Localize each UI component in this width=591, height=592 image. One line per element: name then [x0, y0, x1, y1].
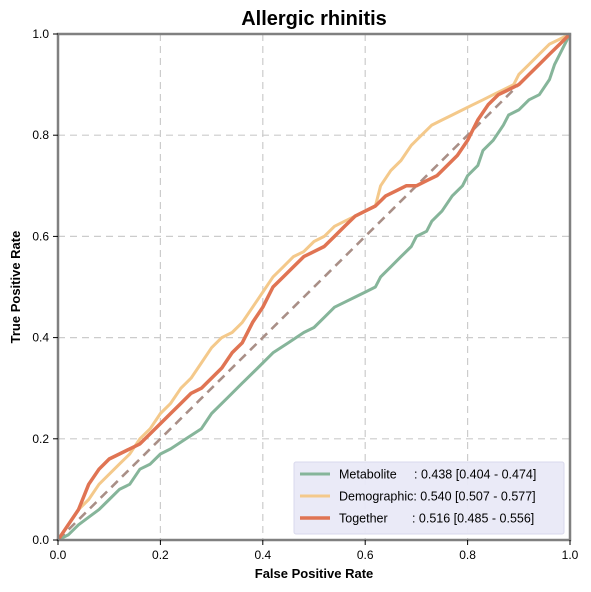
x-tick-label: 1.0 [562, 548, 579, 562]
legend-label-metabolite: Metabolite : 0.438 [0.404 - 0.474] [339, 468, 536, 482]
y-tick-label: 0.6 [32, 229, 49, 243]
x-tick-label: 0.6 [357, 548, 374, 562]
series-group [56, 32, 572, 542]
legend-label-together: Together : 0.516 [0.485 - 0.556] [339, 512, 534, 526]
x-axis-ticks: 0.0 0.2 0.4 0.6 0.8 1.0 [50, 540, 579, 562]
x-tick-label: 0.8 [459, 548, 476, 562]
x-tick-label: 0.0 [50, 548, 67, 562]
y-tick-label: 0.0 [32, 533, 49, 547]
plot-frame [56, 32, 572, 542]
legend: Metabolite : 0.438 [0.404 - 0.474] Demogr… [293, 461, 565, 535]
legend-box [293, 461, 565, 535]
y-axis-ticks: 0.0 0.2 0.4 0.6 0.8 1.0 [32, 27, 58, 547]
y-tick-label: 0.2 [32, 432, 49, 446]
y-tick-label: 0.8 [32, 128, 49, 142]
y-tick-label: 1.0 [32, 27, 49, 41]
x-axis-label: False Positive Rate [255, 566, 374, 581]
series-line-together [56, 32, 572, 541]
x-tick-label: 0.4 [254, 548, 271, 562]
x-tick-label: 0.2 [152, 548, 169, 562]
y-axis-label: True Positive Rate [8, 231, 23, 344]
y-tick-label: 0.4 [32, 331, 49, 345]
series-line-demographic [56, 32, 571, 541]
series-line-metabolite [57, 33, 572, 542]
legend-label-demographic: Demographic: 0.540 [0.507 - 0.577] [339, 490, 536, 504]
chart-title: Allergic rhinitis [241, 8, 387, 30]
